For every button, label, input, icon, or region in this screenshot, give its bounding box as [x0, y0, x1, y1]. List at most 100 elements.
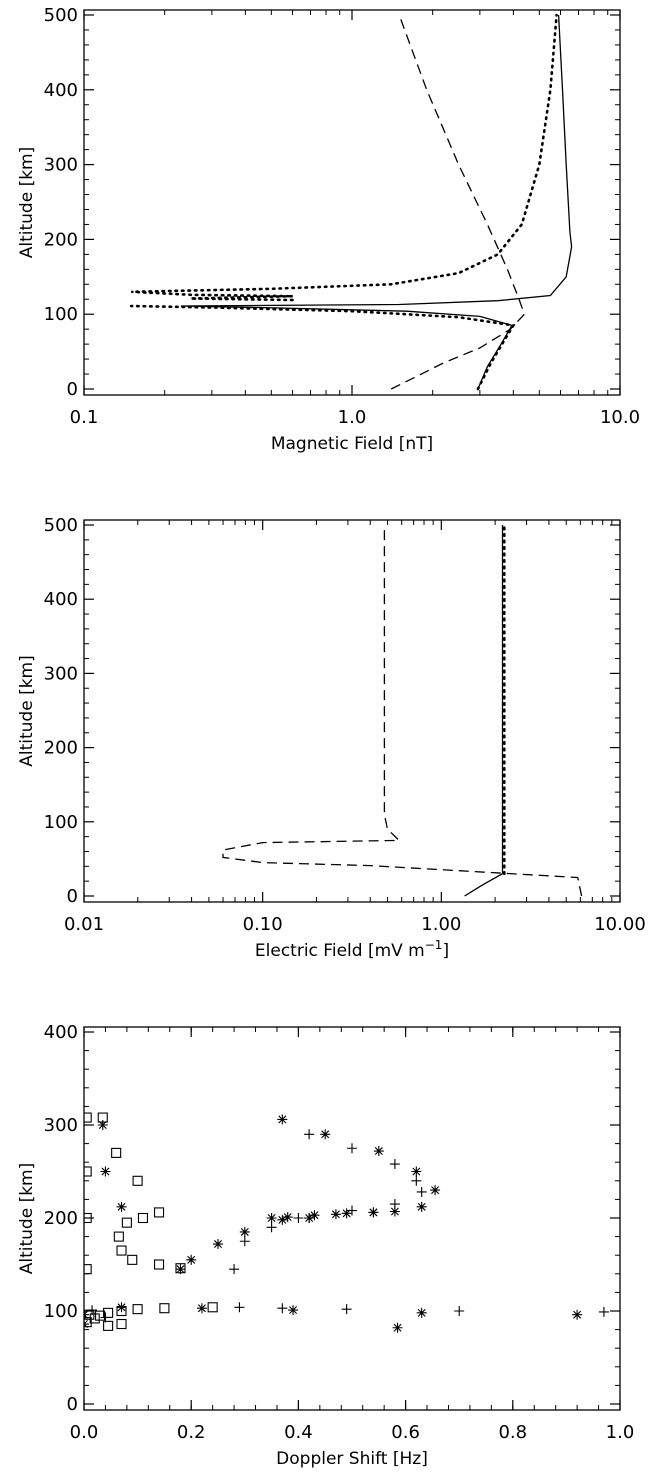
marker-asterisk: [277, 1214, 288, 1225]
marker-asterisk: [97, 1120, 108, 1130]
marker-square: [111, 1147, 122, 1158]
marker-asterisk: [341, 1208, 352, 1219]
marker-asterisk: [266, 1213, 277, 1223]
marker-plus: [598, 1306, 609, 1317]
marker-square: [153, 1259, 165, 1270]
marker-square: [89, 1313, 100, 1324]
x-tick-label: 10.00: [594, 914, 646, 935]
marker-asterisk: [309, 1210, 320, 1221]
marker-plus: [234, 1302, 245, 1313]
marker-plus: [304, 1129, 315, 1140]
marker-square: [95, 1310, 106, 1321]
marker-asterisk: [213, 1239, 223, 1250]
marker-asterisk: [411, 1166, 422, 1177]
marker-square: [116, 1318, 127, 1330]
marker-plus: [304, 1213, 315, 1223]
marker-plus: [277, 1303, 288, 1314]
plot-2: 0.01 0.10 1.00 10.00 0 100 200 300 400 500 Electri…: [17, 515, 646, 961]
marker-asterisk: [430, 1185, 441, 1196]
x-axis-label-superscript: −1: [425, 938, 443, 952]
marker-square: [159, 1303, 170, 1314]
x-axis-label: Electric Field [mV m−1]: [255, 938, 449, 961]
marker-asterisk: [416, 1201, 427, 1212]
plot-3: 0.0 0.2 0.4 0.6 0.8 1.0 0 100 200 300 400 Doppler S…: [17, 1022, 634, 1469]
marker-plus: [454, 1306, 465, 1316]
marker-plus: [389, 1199, 400, 1210]
x-tick-label: 10.0: [600, 407, 640, 428]
marker-square: [103, 1320, 114, 1331]
marker-square: [137, 1212, 149, 1224]
marker-asterisk: [320, 1129, 331, 1140]
marker-asterisk: [196, 1303, 207, 1314]
y-tick-label: 400: [44, 1022, 78, 1043]
marker-plus: [347, 1205, 357, 1216]
plot-frame: [83, 9, 621, 396]
y-tick-label: 0: [67, 379, 78, 400]
series-line-dashed: [390, 14, 526, 390]
x-axis-label-text: Electric Field [mV m: [255, 941, 425, 961]
series-line-solid: [180, 14, 573, 390]
y-tick-label: 400: [44, 80, 78, 101]
x-tick-label: 0.4: [284, 1422, 313, 1443]
marker-asterisk: [175, 1264, 186, 1275]
plot-data: [84, 1112, 609, 1333]
marker-asterisk: [116, 1302, 127, 1313]
x-tick-label: 0.10: [243, 914, 283, 935]
marker-square: [153, 1207, 165, 1218]
x-tick-label: 0.0: [70, 1422, 99, 1443]
y-tick-label: 300: [44, 155, 78, 176]
marker-asterisk: [186, 1254, 197, 1265]
plot-data: [222, 523, 583, 897]
marker-square: [113, 1231, 124, 1242]
marker-square: [132, 1304, 143, 1315]
marker-square: [84, 1264, 92, 1275]
marker-plus: [341, 1304, 352, 1315]
y-tick-label: 0: [67, 886, 78, 907]
marker-plus: [389, 1159, 400, 1170]
y-axis-label: Altitude [km]: [17, 1163, 37, 1275]
plot-frame: [83, 519, 621, 903]
x-tick-label: 1.00: [421, 914, 461, 935]
y-tick-label: 300: [44, 663, 78, 684]
marker-square: [84, 1212, 92, 1224]
x-tick-label: 1.0: [606, 1422, 635, 1443]
marker-asterisk: [84, 1309, 89, 1320]
series-line-dashed: [222, 525, 583, 897]
marker-square: [116, 1245, 127, 1256]
x-tick-label: 0.8: [498, 1422, 527, 1443]
marker-plus: [239, 1236, 250, 1247]
x-tick-label: 0.01: [64, 914, 104, 935]
y-tick-label: 500: [44, 5, 78, 26]
marker-plus: [416, 1186, 427, 1197]
marker-plus: [87, 1305, 98, 1316]
plot-1: 0.1 1.0 10.0 0 100 200 300 400 500 Magnetic Field…: [17, 5, 640, 454]
marker-square: [84, 1166, 92, 1177]
y-tick-label: 0: [67, 1394, 78, 1415]
marker-asterisk: [100, 1166, 111, 1177]
x-axis-label: Magnetic Field [nT]: [271, 434, 433, 454]
y-tick-label: 500: [44, 515, 78, 536]
y-tick-label: 100: [44, 812, 78, 833]
marker-plus: [229, 1264, 240, 1275]
x-axis-label-text: Doppler Shift [Hz]: [276, 1449, 428, 1469]
y-tick-label: 400: [44, 589, 78, 610]
x-axis-label-tail: ]: [442, 941, 449, 961]
x-tick-label: 0.6: [391, 1422, 420, 1443]
marker-square: [132, 1175, 143, 1186]
plot-frame: [83, 1026, 621, 1411]
marker-square: [84, 1112, 92, 1123]
marker-asterisk: [392, 1322, 403, 1333]
y-axis-label: Altitude [km]: [17, 655, 37, 767]
series-line-solid: [464, 525, 504, 897]
y-tick-label: 200: [44, 1208, 78, 1229]
x-tick-label: 0.2: [177, 1422, 206, 1443]
marker-square: [207, 1302, 218, 1313]
y-tick-label: 300: [44, 1115, 78, 1136]
marker-asterisk: [277, 1114, 288, 1125]
marker-asterisk: [116, 1201, 127, 1212]
series-line-dotted: [131, 13, 558, 302]
marker-asterisk: [239, 1226, 250, 1237]
marker-square: [121, 1217, 132, 1228]
marker-asterisk: [416, 1307, 427, 1318]
